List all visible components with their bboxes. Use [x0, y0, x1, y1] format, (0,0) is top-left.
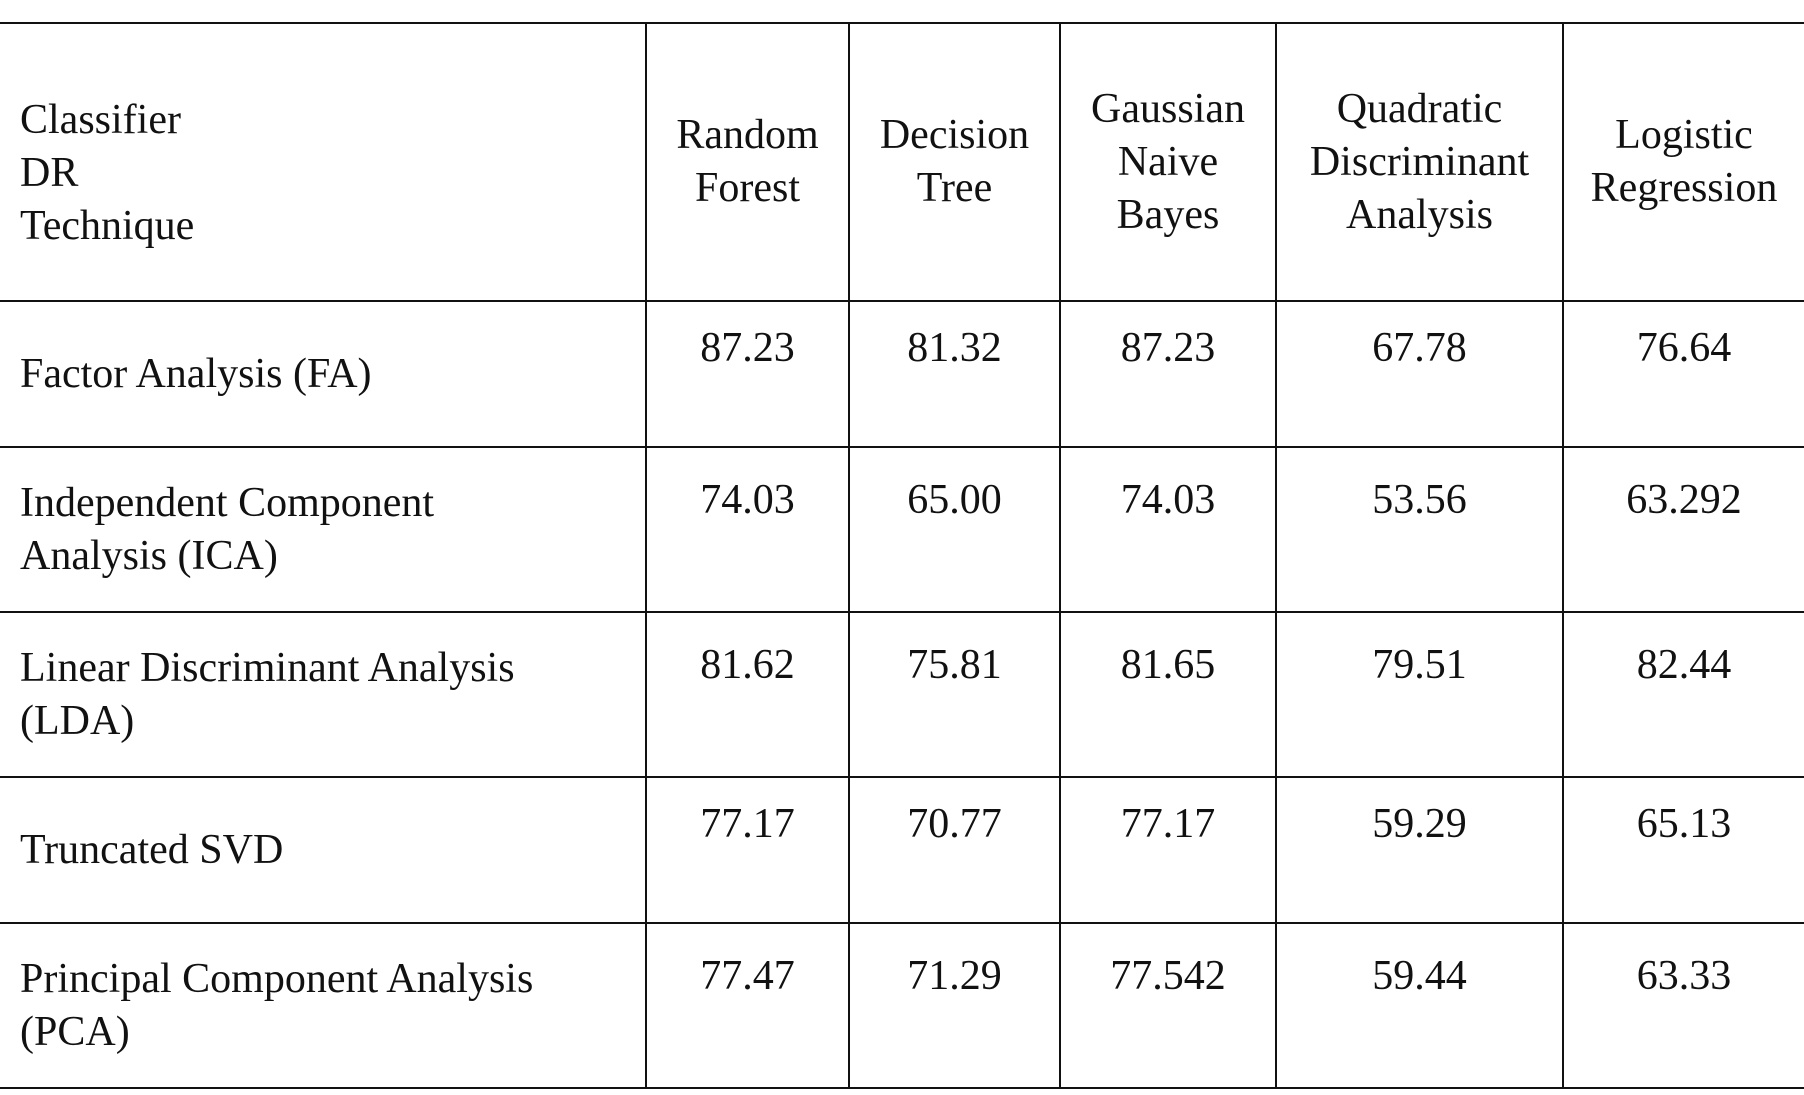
- value-cell: 77.47: [645, 922, 850, 1089]
- value-cell: 87.23: [645, 300, 850, 448]
- row-label-line: Linear Discriminant Analysis: [20, 644, 515, 691]
- column-header-line: Logistic: [1615, 112, 1753, 158]
- column-header-line: Tree: [916, 165, 993, 211]
- column-header-line: Quadratic: [1336, 85, 1503, 132]
- column-header-line: Decision: [879, 112, 1030, 158]
- row-label-line: Principal Component Analysis: [20, 955, 534, 1002]
- value-cell: 53.56: [1275, 446, 1564, 613]
- table-row: Linear Discriminant Analysis (LDA) 81.62…: [0, 611, 1804, 778]
- value-cell: 74.03: [1059, 446, 1277, 613]
- value-cell: 77.17: [645, 776, 850, 924]
- column-header-line: Gaussian: [1091, 85, 1245, 132]
- results-table: Classifier DR Technique Random Forest De…: [0, 22, 1804, 1089]
- row-label-truncated-svd: Truncated SVD: [0, 776, 647, 924]
- table-row: Principal Component Analysis (PCA) 77.47…: [0, 922, 1804, 1089]
- corner-header-line: Classifier: [20, 96, 181, 143]
- value-cell: 81.32: [848, 300, 1061, 448]
- corner-header-line: Technique: [20, 202, 195, 249]
- header-row: Classifier DR Technique Random Forest De…: [0, 22, 1804, 302]
- value-cell: 65.13: [1562, 776, 1804, 924]
- row-label-line: Analysis (ICA): [20, 532, 278, 579]
- column-header-gaussian-naive-bayes: Gaussian Naive Bayes: [1059, 22, 1277, 302]
- row-label-principal-component-analysis: Principal Component Analysis (PCA): [0, 922, 647, 1089]
- row-label-independent-component-analysis: Independent Component Analysis (ICA): [0, 446, 647, 613]
- row-label-linear-discriminant-analysis: Linear Discriminant Analysis (LDA): [0, 611, 647, 778]
- column-header-line: Random: [676, 112, 819, 158]
- row-label-factor-analysis: Factor Analysis (FA): [0, 300, 647, 448]
- value-cell: 82.44: [1562, 611, 1804, 778]
- value-cell: 67.78: [1275, 300, 1564, 448]
- column-header-quadratic-discriminant-analysis: Quadratic Discriminant Analysis: [1275, 22, 1564, 302]
- row-label-line: Truncated SVD: [20, 826, 284, 873]
- table-row: Factor Analysis (FA) 87.23 81.32 87.23 6…: [0, 300, 1804, 448]
- value-cell: 63.292: [1562, 446, 1804, 613]
- value-cell: 77.542: [1059, 922, 1277, 1089]
- value-cell: 75.81: [848, 611, 1061, 778]
- column-header-line: Naive: [1117, 138, 1219, 185]
- value-cell: 70.77: [848, 776, 1061, 924]
- corner-header-cell: Classifier DR Technique: [0, 22, 647, 302]
- value-cell: 81.65: [1059, 611, 1277, 778]
- value-cell: 65.00: [848, 446, 1061, 613]
- corner-header-line: DR: [20, 149, 79, 196]
- column-header-line: Analysis: [1346, 191, 1493, 238]
- column-header-logistic-regression: Logistic Regression: [1562, 22, 1804, 302]
- row-label-line: Independent Component: [20, 479, 435, 526]
- column-header-line: Regression: [1590, 165, 1778, 211]
- column-header-decision-tree: Decision Tree: [848, 22, 1061, 302]
- value-cell: 59.29: [1275, 776, 1564, 924]
- value-cell: 71.29: [848, 922, 1061, 1089]
- value-cell: 74.03: [645, 446, 850, 613]
- row-label-line: (PCA): [20, 1008, 130, 1055]
- value-cell: 59.44: [1275, 922, 1564, 1089]
- value-cell: 79.51: [1275, 611, 1564, 778]
- column-header-random-forest: Random Forest: [645, 22, 850, 302]
- table-row: Truncated SVD 77.17 70.77 77.17 59.29 65…: [0, 776, 1804, 924]
- row-label-line: Factor Analysis (FA): [20, 350, 372, 397]
- column-header-line: Bayes: [1116, 191, 1220, 238]
- column-header-line: Discriminant: [1309, 138, 1530, 185]
- value-cell: 63.33: [1562, 922, 1804, 1089]
- column-header-line: Forest: [695, 165, 800, 211]
- value-cell: 77.17: [1059, 776, 1277, 924]
- value-cell: 87.23: [1059, 300, 1277, 448]
- table-row: Independent Component Analysis (ICA) 74.…: [0, 446, 1804, 613]
- value-cell: 76.64: [1562, 300, 1804, 448]
- value-cell: 81.62: [645, 611, 850, 778]
- row-label-line: (LDA): [20, 697, 135, 744]
